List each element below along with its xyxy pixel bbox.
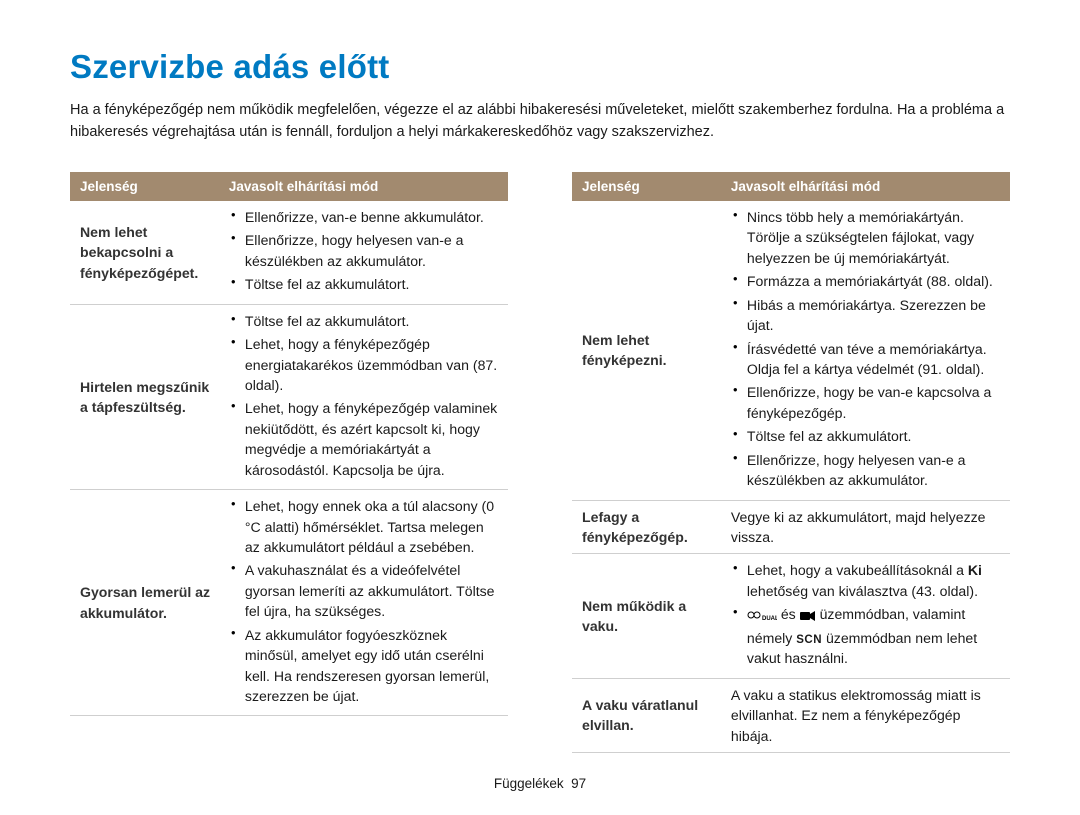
bullet-list: Töltse fel az akkumulátort. Lehet, hogy … [229, 311, 502, 480]
bullet-list: Nincs több hely a memóriakártyán. Törölj… [731, 207, 1004, 490]
list-item: Töltse fel az akkumulátort. [245, 311, 502, 331]
table-row: Lefagy a fényképezőgép. Vegye ki az akku… [572, 500, 1010, 554]
list-item: Töltse fel az akkumulátort. [245, 274, 502, 294]
troubleshoot-table-left: Jelenség Javasolt elhárítási mód Nem leh… [70, 172, 508, 717]
symptom-cell: Nem lehet fényképezni. [572, 201, 721, 500]
text-fragment: és [781, 606, 800, 622]
action-cell: Lehet, hogy ennek oka a túl alacsony (0 … [219, 490, 508, 716]
list-item: Írásvédetté van téve a memóriakártya. Ol… [747, 339, 1004, 380]
list-item: Formázza a memóriakártyát (88. oldal). [747, 271, 1004, 291]
troubleshoot-table-right: Jelenség Javasolt elhárítási mód Nem leh… [572, 172, 1010, 754]
table-row: Nem működik a vaku. Lehet, hogy a vakube… [572, 554, 1010, 678]
bold-label: Ki [968, 562, 982, 578]
action-cell: Lehet, hogy a vakubeállításoknál a Ki le… [721, 554, 1010, 678]
dual-mode-icon: DUAL [747, 607, 777, 627]
bullet-list: Ellenőrizze, van-e benne akkumulátor. El… [229, 207, 502, 295]
table-header-row: Jelenség Javasolt elhárítási mód [572, 172, 1010, 202]
footer-section: Függelékek [494, 776, 564, 791]
symptom-cell: Nem működik a vaku. [572, 554, 721, 678]
list-item: Lehet, hogy a fényképezőgép energiatakar… [245, 334, 502, 395]
intro-paragraph: Ha a fényképezőgép nem működik megfelelő… [70, 100, 1010, 144]
table-row: Hirtelen megszűnik a tápfeszültség. Tölt… [70, 304, 508, 489]
list-item: Ellenőrizze, van-e benne akkumulátor. [245, 207, 502, 227]
list-item: Töltse fel az akkumulátort. [747, 426, 1004, 446]
right-column: Jelenség Javasolt elhárítási mód Nem leh… [572, 172, 1010, 754]
symptom-cell: Nem lehet bekapcsolni a fényképezőgépet. [70, 201, 219, 304]
action-cell: Ellenőrizze, van-e benne akkumulátor. El… [219, 201, 508, 304]
action-cell: Töltse fel az akkumulátort. Lehet, hogy … [219, 304, 508, 489]
action-cell: Vegye ki az akkumulátort, majd helyezze … [721, 500, 1010, 554]
list-item: Lehet, hogy a fényképezőgép valaminek ne… [245, 398, 502, 480]
list-item: Hibás a memóriakártya. Szerezzen be újat… [747, 295, 1004, 336]
header-action: Javasolt elhárítási mód [219, 172, 508, 202]
scn-label: SCN [796, 634, 822, 646]
dual-label: DUAL [762, 616, 777, 622]
text-fragment: Lehet, hogy a vakubeállításoknál a [747, 562, 968, 578]
columns-wrapper: Jelenség Javasolt elhárítási mód Nem leh… [70, 172, 1010, 754]
table-header-row: Jelenség Javasolt elhárítási mód [70, 172, 508, 202]
list-item: Ellenőrizze, hogy helyesen van-e a készü… [747, 450, 1004, 491]
header-symptom: Jelenség [572, 172, 721, 202]
symptom-cell: Lefagy a fényképezőgép. [572, 500, 721, 554]
header-symptom: Jelenség [70, 172, 219, 202]
header-action: Javasolt elhárítási mód [721, 172, 1010, 202]
list-item: Ellenőrizze, hogy helyesen van-e a készü… [245, 230, 502, 271]
text-fragment: lehetőség van kiválasztva (43. oldal). [747, 583, 978, 599]
bullet-list: Lehet, hogy a vakubeállításoknál a Ki le… [731, 560, 1004, 668]
list-item: Lehet, hogy ennek oka a túl alacsony (0 … [245, 496, 502, 557]
symptom-cell: Hirtelen megszűnik a tápfeszültség. [70, 304, 219, 489]
list-item: DUAL és üzemmód [747, 604, 1004, 669]
list-item: Lehet, hogy a vakubeállításoknál a Ki le… [747, 560, 1004, 601]
footer-page-number: 97 [571, 776, 586, 791]
bullet-list: Lehet, hogy ennek oka a túl alacsony (0 … [229, 496, 502, 706]
action-cell: Nincs több hely a memóriakártyán. Törölj… [721, 201, 1010, 500]
list-item: Az akkumulátor fogyóeszköznek minősül, a… [245, 625, 502, 707]
page-footer: Függelékek 97 [0, 776, 1080, 791]
video-mode-icon [800, 607, 816, 627]
list-item: Nincs több hely a memóriakártyán. Törölj… [747, 207, 1004, 268]
table-row: Nem lehet bekapcsolni a fényképezőgépet.… [70, 201, 508, 304]
action-cell: A vaku a statikus elektromosság miatt is… [721, 678, 1010, 752]
page-title: Szervizbe adás előtt [70, 48, 1010, 86]
table-row: A vaku váratlanul elvillan. A vaku a sta… [572, 678, 1010, 752]
page-container: Szervizbe adás előtt Ha a fényképezőgép … [0, 0, 1080, 815]
table-row: Nem lehet fényképezni. Nincs több hely a… [572, 201, 1010, 500]
symptom-cell: Gyorsan lemerül az akkumulátor. [70, 490, 219, 716]
symptom-cell: A vaku váratlanul elvillan. [572, 678, 721, 752]
list-item: A vakuhasználat és a videófelvétel gyors… [245, 560, 502, 621]
table-row: Gyorsan lemerül az akkumulátor. Lehet, h… [70, 490, 508, 716]
list-item: Ellenőrizze, hogy be van-e kapcsolva a f… [747, 382, 1004, 423]
left-column: Jelenség Javasolt elhárítási mód Nem leh… [70, 172, 508, 754]
